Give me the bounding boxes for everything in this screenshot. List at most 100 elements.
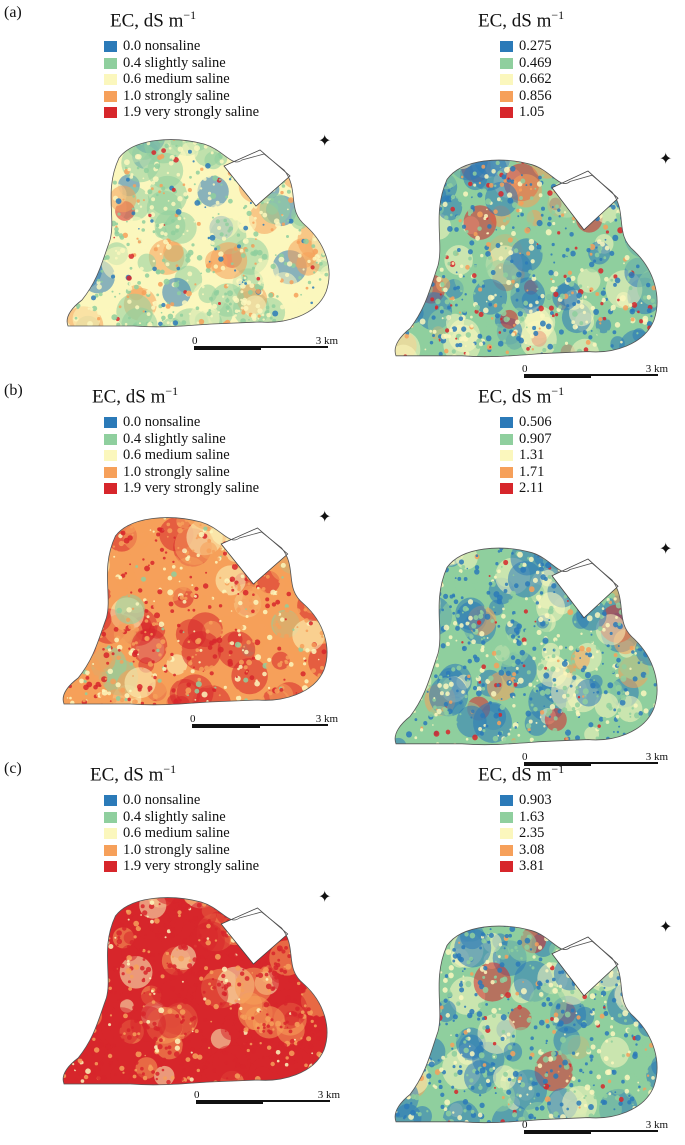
- legend-item: 0.4 slightly saline: [104, 55, 259, 72]
- legend-swatch: [104, 861, 117, 873]
- legend-swatch: [104, 433, 117, 445]
- legend-swatch: [104, 107, 117, 119]
- legend-item: 0.903: [500, 792, 564, 809]
- scale-bar: 0 3 km: [192, 335, 338, 354]
- legend-swatch: [104, 466, 117, 478]
- legend-title: EC, dS m−1: [478, 8, 565, 32]
- salinity-map-right: [394, 159, 658, 358]
- legend-item: 0.0 nonsaline: [104, 38, 259, 55]
- map-raster: [67, 139, 330, 327]
- legend-item: 1.63: [500, 809, 564, 826]
- panel-label: (b): [4, 382, 23, 399]
- legend-swatch: [104, 41, 117, 53]
- scale-bar: 0 3 km: [522, 1119, 668, 1138]
- legend-item: 1.9 very strongly saline: [104, 480, 259, 497]
- legend-swatch: [104, 811, 117, 823]
- legend-item: 2.11: [500, 480, 564, 497]
- legend-item: 0.6 medium saline: [104, 447, 259, 464]
- legend-swatch: [104, 828, 117, 840]
- legend-swatch: [104, 483, 117, 495]
- legend-item: 2.35: [500, 825, 564, 842]
- legend-swatch: [104, 90, 117, 102]
- scale-bar: 0 3 km: [522, 363, 668, 382]
- legend-swatch: [104, 417, 117, 429]
- legend-swatch: [500, 90, 513, 102]
- panel-b: (b) EC, dS m−1 0.0 nonsaline 0.4 slightl…: [0, 378, 685, 766]
- legend-item: 0.275: [500, 38, 564, 55]
- legend-item: 0.907: [500, 431, 564, 448]
- north-arrow-icon: ✦: [659, 151, 673, 168]
- legend-item: 0.0 nonsaline: [104, 792, 259, 809]
- legend-swatch: [500, 828, 513, 840]
- legend-swatch: [500, 433, 513, 445]
- legend-item: 0.4 slightly saline: [104, 431, 259, 448]
- legend-item: 0.662: [500, 71, 564, 88]
- legend-item: 1.0 strongly saline: [104, 88, 259, 105]
- legend-swatch: [500, 107, 513, 119]
- legend-right: EC, dS m−1 0.275 0.469 0.662 0.856 1.05: [478, 8, 564, 121]
- north-arrow-icon: ✦: [318, 509, 332, 526]
- legend-right: EC, dS m−1 0.903 1.63 2.35 3.08 3.81: [478, 762, 564, 875]
- legend-item: 3.08: [500, 842, 564, 859]
- legend-item: 1.0 strongly saline: [104, 464, 259, 481]
- map-raster: [63, 517, 328, 705]
- legend-swatch: [500, 450, 513, 462]
- salinity-map-left: [66, 139, 330, 328]
- legend-item: 0.506: [500, 414, 564, 431]
- legend-swatch: [500, 57, 513, 69]
- legend-swatch: [500, 74, 513, 86]
- salinity-map-left: [62, 517, 328, 706]
- scale-bar: 0 3 km: [522, 751, 668, 770]
- legend-item: 0.4 slightly saline: [104, 809, 259, 826]
- legend-swatch: [500, 466, 513, 478]
- legend-swatch: [104, 450, 117, 462]
- panel-c: (c) EC, dS m−1 0.0 nonsaline 0.4 slightl…: [0, 756, 685, 1136]
- north-arrow-icon: ✦: [659, 541, 673, 558]
- legend-item: 1.71: [500, 464, 564, 481]
- legend-swatch: [104, 795, 117, 807]
- legend-swatch: [500, 861, 513, 873]
- north-arrow-icon: ✦: [659, 919, 673, 936]
- legend-left: EC, dS m−1 0.0 nonsaline 0.4 slightly sa…: [104, 8, 259, 121]
- legend-item: 0.0 nonsaline: [104, 414, 259, 431]
- legend-title: EC, dS m−1: [92, 384, 179, 408]
- panel-label: (a): [4, 4, 22, 21]
- legend-title: EC, dS m−1: [478, 384, 565, 408]
- salinity-map-right: [394, 925, 658, 1124]
- panel-a: (a) EC, dS m−1 0.0 nonsaline 0.4 slightl…: [0, 0, 685, 380]
- legend-item: 0.856: [500, 88, 564, 105]
- salinity-map-right: [394, 547, 658, 746]
- legend-item: 1.05: [500, 104, 564, 121]
- map-raster: [63, 897, 328, 1085]
- legend-right: EC, dS m−1 0.506 0.907 1.31 1.71 2.11: [478, 384, 564, 497]
- legend-left: EC, dS m−1 0.0 nonsaline 0.4 slightly sa…: [92, 384, 259, 497]
- legend-item: 1.31: [500, 447, 564, 464]
- legend-item: 1.0 strongly saline: [104, 842, 259, 859]
- legend-item: 3.81: [500, 858, 564, 875]
- scale-bar: 0 3 km: [194, 1089, 340, 1108]
- panel-label: (c): [4, 760, 22, 777]
- legend-item: 0.469: [500, 55, 564, 72]
- legend-title: EC, dS m−1: [478, 762, 565, 786]
- scale-bar: 0 3 km: [190, 713, 338, 732]
- map-raster: [395, 548, 658, 745]
- legend-swatch: [104, 57, 117, 69]
- legend-item: 0.6 medium saline: [104, 825, 259, 842]
- map-raster: [395, 160, 658, 357]
- legend-title: EC, dS m−1: [90, 762, 177, 786]
- north-arrow-icon: ✦: [318, 889, 332, 906]
- salinity-map-left: [62, 897, 328, 1086]
- legend-swatch: [500, 844, 513, 856]
- legend-swatch: [500, 811, 513, 823]
- legend-swatch: [500, 417, 513, 429]
- legend-item: 0.6 medium saline: [104, 71, 259, 88]
- map-raster: [395, 926, 658, 1123]
- legend-swatch: [104, 844, 117, 856]
- legend-item: 1.9 very strongly saline: [104, 104, 259, 121]
- legend-item: 1.9 very strongly saline: [104, 858, 259, 875]
- legend-title: EC, dS m−1: [110, 8, 197, 32]
- north-arrow-icon: ✦: [318, 133, 332, 150]
- legend-left: EC, dS m−1 0.0 nonsaline 0.4 slightly sa…: [90, 762, 259, 875]
- legend-swatch: [500, 41, 513, 53]
- legend-swatch: [500, 795, 513, 807]
